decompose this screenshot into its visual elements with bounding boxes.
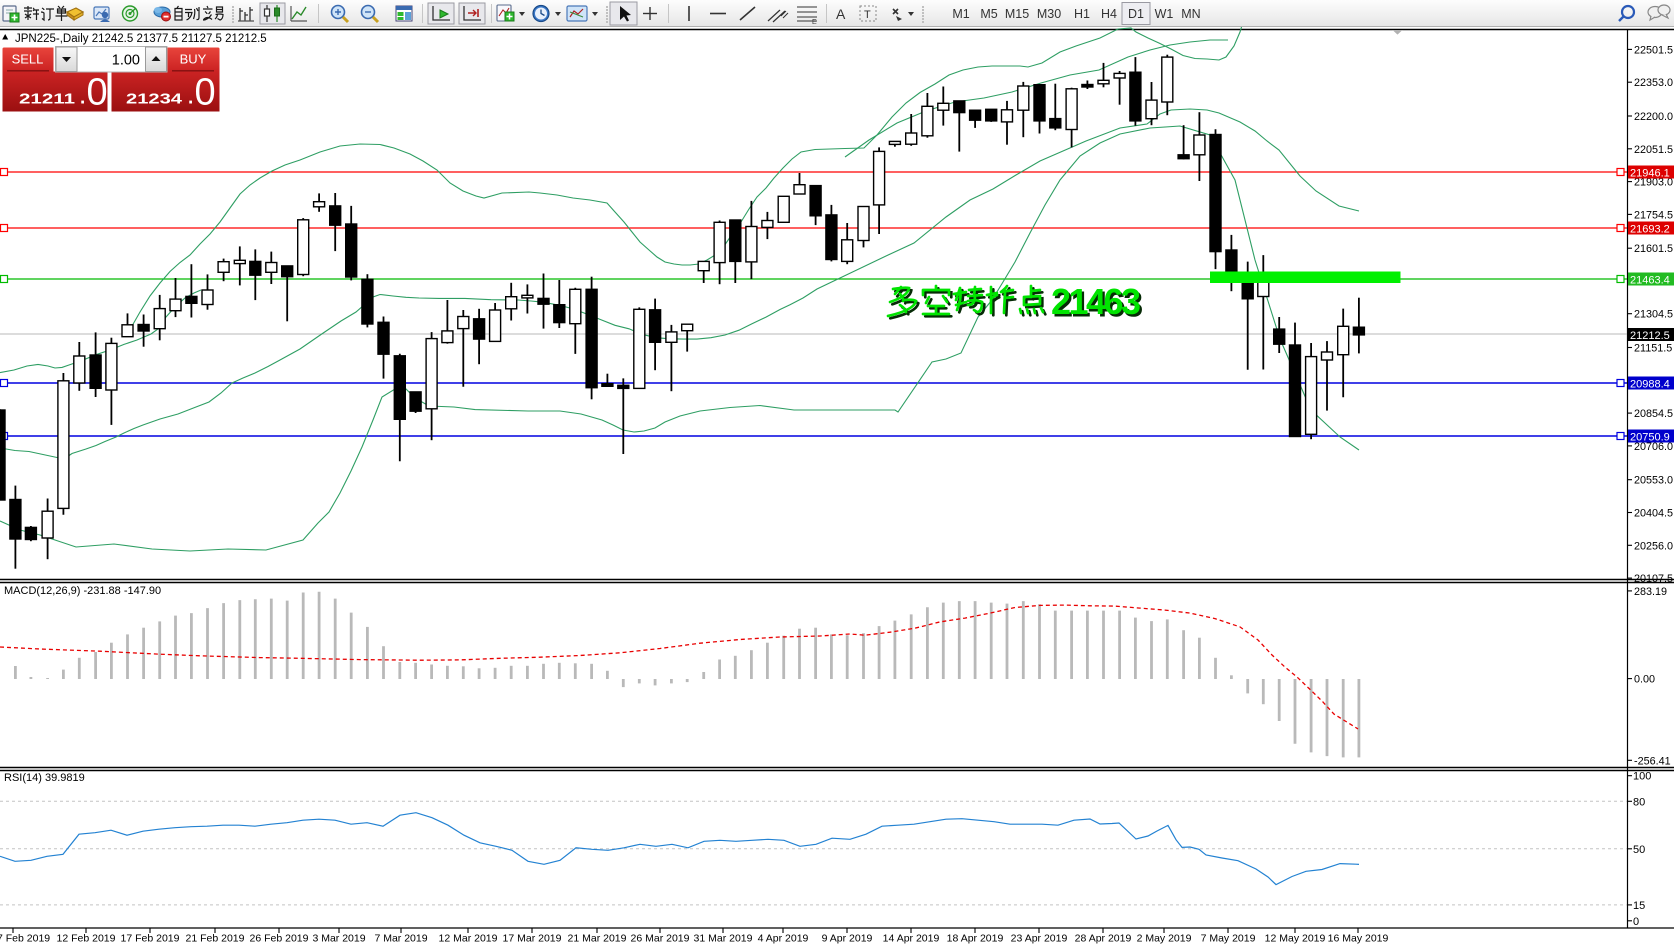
svg-text:22051.5: 22051.5 [1634, 144, 1673, 156]
svg-text:MN: MN [1181, 7, 1200, 21]
svg-text:21601.5: 21601.5 [1634, 243, 1673, 255]
svg-text:21304.5: 21304.5 [1634, 309, 1673, 321]
svg-text:W1: W1 [1155, 7, 1174, 21]
svg-text:7 May 2019: 7 May 2019 [1201, 933, 1256, 945]
svg-text:100: 100 [1633, 771, 1651, 783]
svg-text:-256.41: -256.41 [1634, 755, 1671, 767]
svg-text:31 Mar 2019: 31 Mar 2019 [694, 933, 753, 945]
svg-text:2 May 2019: 2 May 2019 [1137, 933, 1192, 945]
svg-text:17 Feb 2019: 17 Feb 2019 [121, 933, 180, 945]
svg-text:.: . [188, 88, 193, 109]
svg-text:17 Mar 2019: 17 Mar 2019 [503, 933, 562, 945]
svg-text:3 Mar 2019: 3 Mar 2019 [312, 933, 365, 945]
svg-text:20107.5: 20107.5 [1634, 573, 1673, 585]
svg-text:0.00: 0.00 [1634, 674, 1655, 686]
svg-text:21211: 21211 [19, 91, 75, 108]
svg-text:80: 80 [1633, 796, 1645, 808]
svg-text:M5: M5 [980, 7, 997, 21]
svg-text:23 Apr 2019: 23 Apr 2019 [1011, 933, 1068, 945]
svg-text:E: E [812, 19, 817, 26]
svg-text:15: 15 [1633, 900, 1645, 912]
svg-text:M15: M15 [1005, 7, 1029, 21]
svg-text:M1: M1 [952, 7, 969, 21]
svg-text:20854.5: 20854.5 [1634, 408, 1673, 420]
svg-text:20750.9: 20750.9 [1630, 432, 1670, 444]
svg-text:21754.5: 21754.5 [1634, 209, 1673, 221]
svg-text:21463: 21463 [1053, 283, 1143, 324]
svg-text:21 Mar 2019: 21 Mar 2019 [568, 933, 627, 945]
svg-text:20706.0: 20706.0 [1634, 441, 1673, 453]
svg-text:7 Feb 2019: 7 Feb 2019 [0, 933, 50, 945]
svg-text:14 Apr 2019: 14 Apr 2019 [883, 933, 940, 945]
svg-text:20988.4: 20988.4 [1630, 379, 1670, 391]
svg-text:21463: 21463 [1051, 281, 1141, 322]
svg-text:4 Apr 2019: 4 Apr 2019 [758, 933, 809, 945]
svg-text:12 Mar 2019: 12 Mar 2019 [439, 933, 498, 945]
svg-text:12 May 2019: 12 May 2019 [1265, 933, 1326, 945]
svg-text:26 Feb 2019: 26 Feb 2019 [250, 933, 309, 945]
svg-text:20553.0: 20553.0 [1634, 475, 1673, 487]
svg-text:26 Mar 2019: 26 Mar 2019 [631, 933, 690, 945]
svg-text:A: A [836, 6, 846, 22]
svg-text:BUY: BUY [180, 52, 207, 67]
svg-text:MACD(12,26,9) -231.88 -147.90: MACD(12,26,9) -231.88 -147.90 [4, 585, 161, 597]
svg-text:21903.0: 21903.0 [1634, 177, 1673, 189]
svg-text:21463.4: 21463.4 [1630, 275, 1670, 287]
svg-text:21693.2: 21693.2 [1630, 224, 1670, 236]
svg-text:50: 50 [1633, 844, 1645, 856]
svg-text:SELL: SELL [12, 52, 44, 67]
svg-text:0: 0 [87, 72, 108, 114]
svg-text:283.19: 283.19 [1634, 586, 1667, 598]
svg-text:20256.0: 20256.0 [1634, 540, 1673, 552]
svg-text:7 Mar 2019: 7 Mar 2019 [374, 933, 427, 945]
svg-text:T: T [864, 9, 871, 21]
svg-text:0: 0 [195, 72, 216, 114]
svg-text:D1: D1 [1128, 7, 1144, 21]
svg-text:16 May 2019: 16 May 2019 [1328, 933, 1389, 945]
svg-text:1.00: 1.00 [112, 53, 140, 69]
svg-text:18 Apr 2019: 18 Apr 2019 [947, 933, 1004, 945]
svg-text:M30: M30 [1037, 7, 1061, 21]
svg-text:JPN225-,Daily 21242.5 21377.5: JPN225-,Daily 21242.5 21377.5 21127.5 21… [15, 33, 267, 45]
svg-text:22353.0: 22353.0 [1634, 77, 1673, 89]
svg-text:28 Apr 2019: 28 Apr 2019 [1075, 933, 1132, 945]
svg-text:12 Feb 2019: 12 Feb 2019 [57, 933, 116, 945]
svg-text:21212.5: 21212.5 [1630, 330, 1670, 342]
svg-text:RSI(14) 39.9819: RSI(14) 39.9819 [4, 772, 85, 784]
svg-text:9 Apr 2019: 9 Apr 2019 [822, 933, 873, 945]
svg-text:.: . [80, 88, 85, 109]
svg-text:21151.5: 21151.5 [1634, 343, 1672, 355]
svg-text:H1: H1 [1074, 7, 1090, 21]
svg-text:20404.5: 20404.5 [1634, 508, 1673, 520]
svg-text:H4: H4 [1101, 7, 1117, 21]
svg-text:0: 0 [1633, 916, 1639, 928]
svg-text:21 Feb 2019: 21 Feb 2019 [186, 933, 245, 945]
svg-text:21234: 21234 [126, 91, 183, 108]
svg-text:22501.5: 22501.5 [1634, 44, 1673, 56]
svg-text:21946.1: 21946.1 [1630, 168, 1670, 180]
svg-text:22200.0: 22200.0 [1634, 111, 1673, 123]
